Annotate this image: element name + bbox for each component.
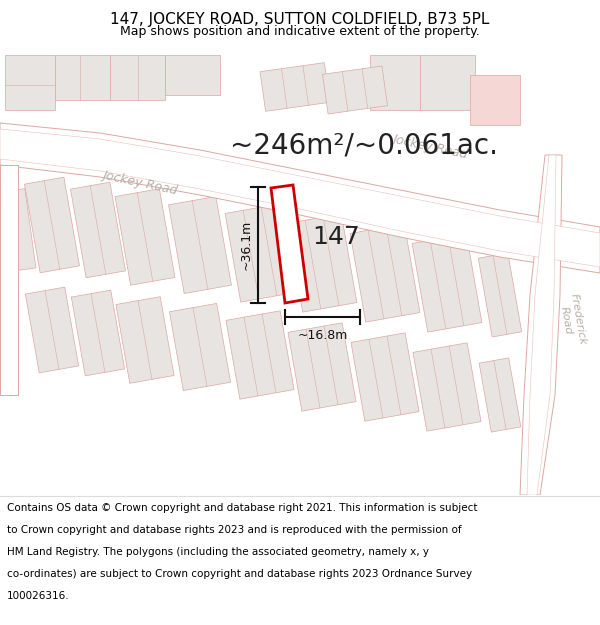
Polygon shape [479, 358, 521, 432]
Polygon shape [110, 55, 165, 100]
Text: ~36.1m: ~36.1m [240, 220, 253, 270]
Polygon shape [412, 234, 482, 332]
Polygon shape [169, 196, 232, 294]
Polygon shape [351, 333, 419, 421]
Text: to Crown copyright and database rights 2023 and is reproduced with the permissio: to Crown copyright and database rights 2… [7, 525, 462, 535]
Text: Map shows position and indicative extent of the property.: Map shows position and indicative extent… [120, 26, 480, 39]
Polygon shape [0, 165, 18, 395]
Polygon shape [0, 123, 600, 273]
Polygon shape [5, 55, 55, 110]
Polygon shape [226, 311, 294, 399]
Polygon shape [260, 62, 330, 111]
Polygon shape [55, 55, 110, 100]
Polygon shape [71, 290, 125, 376]
Polygon shape [287, 214, 357, 312]
Polygon shape [271, 185, 308, 303]
Text: Frederick
Road: Frederick Road [557, 292, 587, 348]
Polygon shape [288, 323, 356, 411]
Polygon shape [0, 189, 36, 271]
Polygon shape [520, 155, 562, 495]
Polygon shape [350, 224, 420, 322]
Polygon shape [323, 66, 388, 114]
Polygon shape [116, 297, 174, 383]
Polygon shape [70, 182, 125, 278]
Polygon shape [225, 204, 295, 302]
Polygon shape [165, 55, 220, 95]
Text: HM Land Registry. The polygons (including the associated geometry, namely x, y: HM Land Registry. The polygons (includin… [7, 547, 429, 557]
Text: ~246m²/~0.061ac.: ~246m²/~0.061ac. [230, 131, 498, 159]
Polygon shape [370, 55, 420, 110]
Polygon shape [470, 75, 520, 125]
Text: 147, JOCKEY ROAD, SUTTON COLDFIELD, B73 5PL: 147, JOCKEY ROAD, SUTTON COLDFIELD, B73 … [110, 12, 490, 27]
Text: 100026316.: 100026316. [7, 591, 70, 601]
Polygon shape [420, 55, 475, 110]
Text: Jockey Road: Jockey Road [101, 169, 179, 198]
Text: ~16.8m: ~16.8m [298, 329, 347, 342]
Text: co-ordinates) are subject to Crown copyright and database rights 2023 Ordnance S: co-ordinates) are subject to Crown copyr… [7, 569, 472, 579]
Polygon shape [527, 155, 556, 495]
Text: 147: 147 [312, 225, 360, 249]
Polygon shape [0, 129, 600, 267]
Polygon shape [115, 189, 175, 285]
Polygon shape [478, 253, 522, 337]
Text: Jockey Road: Jockey Road [391, 132, 469, 161]
Polygon shape [25, 287, 79, 373]
Polygon shape [413, 343, 481, 431]
Polygon shape [169, 304, 230, 391]
Text: Contains OS data © Crown copyright and database right 2021. This information is : Contains OS data © Crown copyright and d… [7, 503, 478, 512]
Polygon shape [25, 177, 80, 272]
